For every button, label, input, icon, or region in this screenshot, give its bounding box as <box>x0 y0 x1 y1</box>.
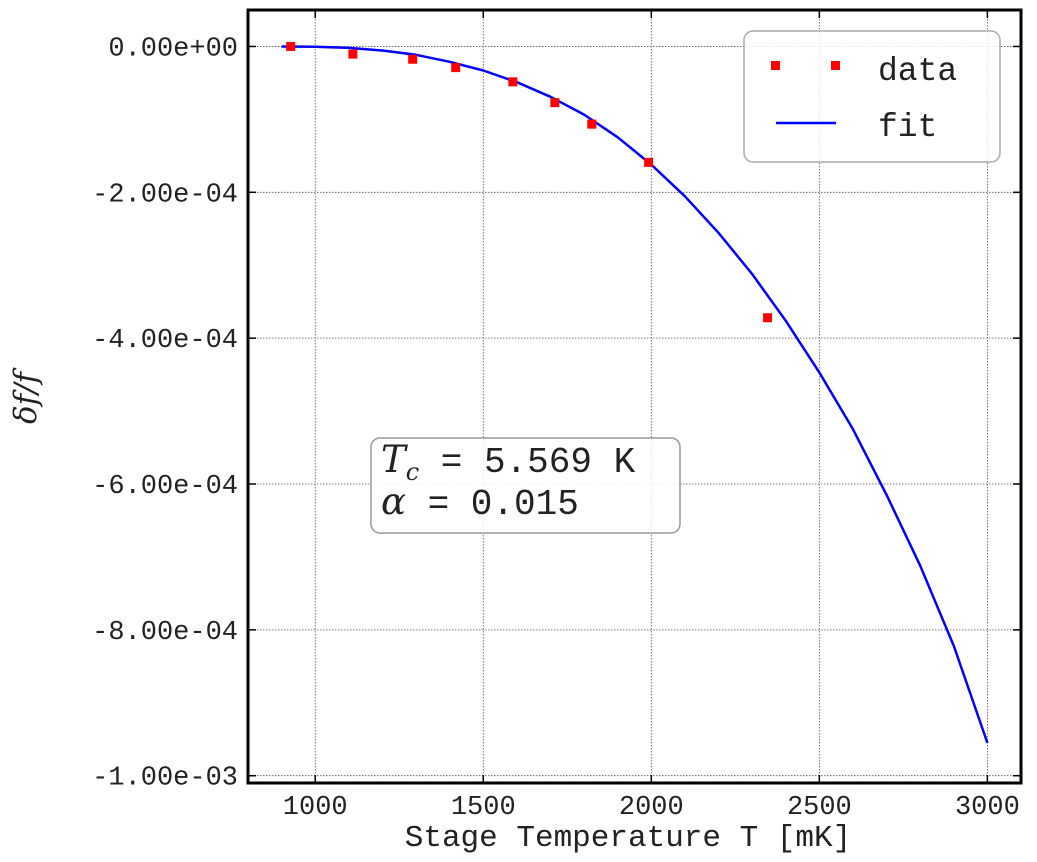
legend-data-marker <box>831 61 840 70</box>
x-tick-labels: 1000 1500 2000 2500 3000 <box>283 793 1020 823</box>
annotation-box: Tc = 5.569 K α = 0.015 <box>370 437 681 534</box>
x-axis-title: Stage Temperature T [mK] <box>405 821 851 856</box>
fit-series <box>281 45 989 744</box>
data-point <box>763 313 773 323</box>
y-tick-label: -4.00e-04 <box>92 326 238 356</box>
tc-subscript: c <box>406 458 419 486</box>
x-tick-label: 1000 <box>283 793 348 823</box>
y-axis-title: δf/f <box>8 366 44 424</box>
tc-value: = 5.569 K <box>419 442 635 483</box>
data-point <box>508 77 518 87</box>
legend-box <box>743 30 1001 163</box>
x-tick-label: 3000 <box>955 793 1020 823</box>
annotation-line-1: Tc = 5.569 K <box>381 438 636 486</box>
y-tick-label: -1.00e-03 <box>92 764 238 794</box>
y-tick-label: -6.00e-04 <box>92 472 238 502</box>
legend: data fit <box>743 30 1001 163</box>
fit-line <box>281 45 989 744</box>
alpha-value: = 0.015 <box>406 484 579 525</box>
data-point <box>286 41 296 51</box>
data-point <box>451 63 461 73</box>
x-tick-label: 1500 <box>451 793 516 823</box>
data-point <box>550 98 560 108</box>
data-point <box>644 157 654 167</box>
annotation-line-2: α = 0.015 <box>381 480 579 525</box>
annotation-frame <box>370 437 681 534</box>
y-tick-label: -8.00e-04 <box>92 618 238 648</box>
legend-data-marker <box>771 61 780 70</box>
y-tick-label: -2.00e-04 <box>92 180 238 210</box>
x-tick-label: 2500 <box>787 793 852 823</box>
y-tick-labels: 0.00e+00 -2.00e-04 -4.00e-04 -6.00e-04 -8.00… <box>92 34 238 793</box>
legend-fit-label: fit <box>878 109 937 146</box>
alpha-symbol: α <box>381 480 406 523</box>
legend-data-label: data <box>878 53 957 90</box>
data-point <box>408 54 418 64</box>
x-tick-label: 2000 <box>619 793 684 823</box>
data-series <box>286 41 773 323</box>
y-tick-label: 0.00e+00 <box>108 34 238 64</box>
data-point <box>587 119 597 129</box>
plot-frame <box>246 8 1023 785</box>
data-point <box>348 49 358 59</box>
tc-symbol: T <box>381 438 408 481</box>
